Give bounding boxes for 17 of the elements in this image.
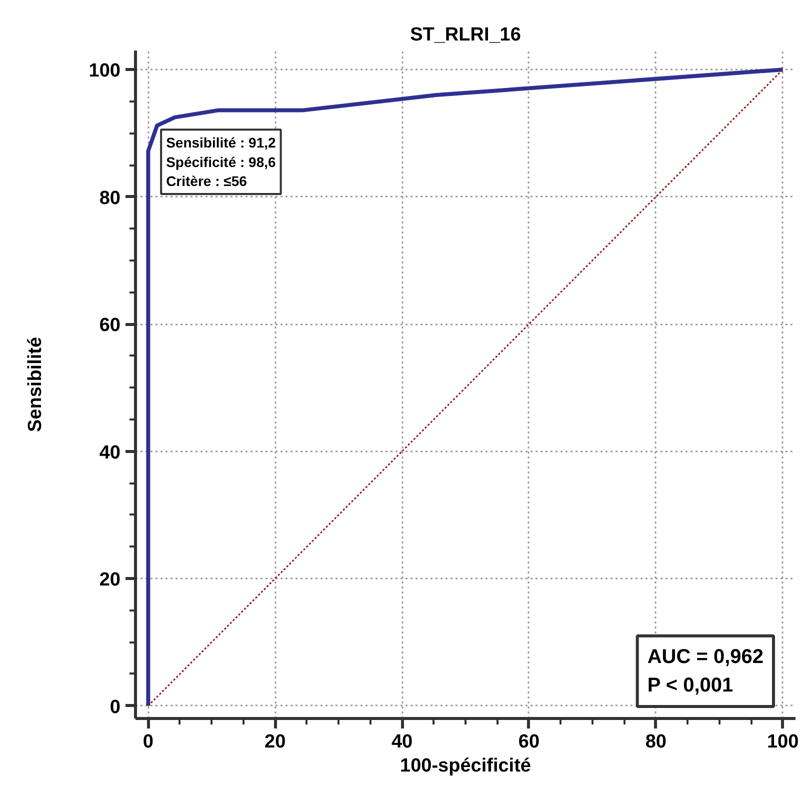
x-tick-label: 20 [264, 732, 286, 752]
annotation: AUC = 0,962 P < 0,001 [647, 646, 764, 696]
x-tick-label: 60 [518, 732, 540, 752]
y-tick-label: 60 [99, 315, 121, 336]
x-tick-label: 40 [391, 732, 413, 752]
x-tick-label: 80 [645, 732, 666, 752]
y-tick-label: 0 [110, 696, 121, 718]
y-axis-title: Sensibilité [24, 336, 46, 432]
y-tick-label: 80 [99, 188, 121, 209]
y-tick-label: 40 [99, 442, 121, 464]
x-tick-label: 100 [766, 732, 799, 752]
annotation: Sensibilité : 91,2 Spécificité : 98,6 Critère : ≤56 [166, 134, 276, 189]
y-tick-label: 100 [88, 60, 120, 82]
x-axis-title: 100-spécificité [400, 756, 531, 776]
y-tick-label: 20 [99, 570, 121, 591]
x-tick-label: 0 [142, 732, 154, 752]
chart-title: ST_RLRI_16 [410, 24, 521, 46]
